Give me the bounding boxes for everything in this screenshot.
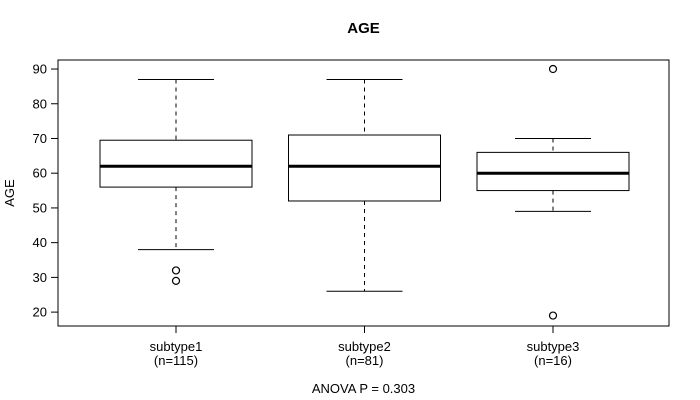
- y-tick-label: 50: [33, 200, 47, 215]
- x-category-label: subtype2: [338, 339, 391, 354]
- plot-body: 2030405060708090subtype1(n=115)subtype2(…: [33, 59, 670, 368]
- x-category-label: subtype3: [527, 339, 580, 354]
- x-category-sublabel: (n=115): [154, 353, 198, 368]
- y-tick-label: 80: [33, 96, 47, 111]
- y-tick-label: 30: [33, 270, 47, 285]
- x-category-sublabel: (n=81): [346, 353, 384, 368]
- iqr-box-subtype2: [288, 134, 441, 202]
- iqr-box-subtype1: [99, 139, 253, 188]
- y-tick-label: 70: [33, 131, 47, 146]
- outlier-point: [548, 311, 558, 320]
- y-tick-label: 90: [33, 62, 47, 77]
- y-tick-label: 20: [33, 305, 47, 320]
- footer-annotation: ANOVA P = 0.303: [312, 381, 415, 396]
- y-tick-label: 60: [33, 166, 47, 181]
- x-category-sublabel: (n=16): [534, 353, 572, 368]
- x-category-label: subtype1: [150, 339, 203, 354]
- chart-title: AGE: [347, 20, 380, 37]
- outlier-point: [171, 276, 181, 285]
- outlier-point: [548, 64, 558, 74]
- outlier-point: [171, 266, 181, 275]
- plot-border: [57, 59, 670, 327]
- iqr-box-subtype3: [476, 151, 630, 192]
- y-axis-label: AGE: [2, 179, 17, 207]
- y-tick-label: 40: [33, 235, 47, 250]
